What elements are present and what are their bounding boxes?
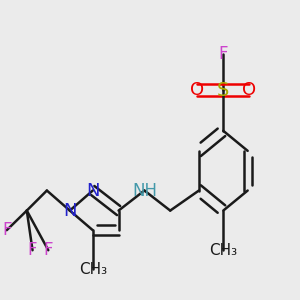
Text: F: F <box>218 45 228 63</box>
Text: S: S <box>217 81 230 100</box>
Text: F: F <box>44 241 53 259</box>
Text: N: N <box>63 202 76 220</box>
Text: NH: NH <box>132 182 157 200</box>
Text: CH₃: CH₃ <box>79 262 107 277</box>
Text: CH₃: CH₃ <box>209 243 237 258</box>
Text: O: O <box>190 81 205 99</box>
Text: F: F <box>28 241 37 259</box>
Text: F: F <box>2 221 11 239</box>
Text: O: O <box>242 81 256 99</box>
Text: N: N <box>86 182 100 200</box>
